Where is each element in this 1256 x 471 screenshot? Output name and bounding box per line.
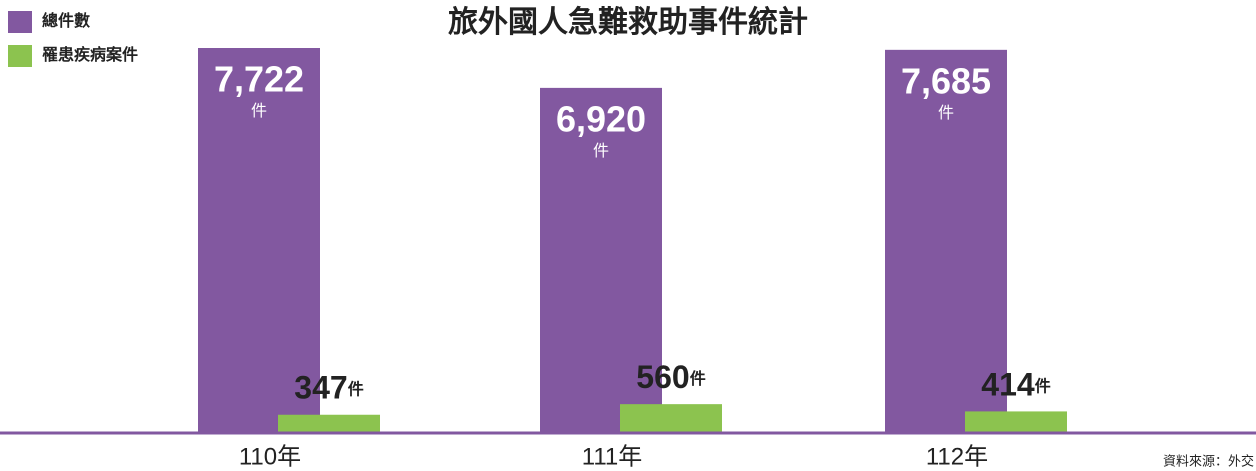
- legend-label: 罹患疾病案件: [42, 45, 138, 64]
- value-number: 414: [981, 367, 1035, 403]
- chart: 旅外國人急難救助事件統計 資料來源：外交 總件數罹患疾病案件 110年 7,722 件…: [0, 0, 1256, 471]
- chart-title: 旅外國人急難救助事件統計: [448, 5, 808, 39]
- page: 旅外國人急難救助事件統計 資料來源：外交 總件數罹患疾病案件 110年 7,722 件…: [0, 0, 1256, 471]
- value-label: 347件: [294, 370, 363, 406]
- value-unit: 件: [348, 380, 364, 399]
- legend-swatch: [8, 45, 32, 67]
- value-label: 7,685: [901, 60, 991, 101]
- bar: [278, 415, 380, 432]
- bar: [620, 404, 722, 432]
- value-number: 560: [636, 360, 689, 396]
- legend-label: 總件數: [42, 11, 90, 30]
- value-label: 6,920: [556, 98, 646, 139]
- x-tick-label: 112年: [926, 443, 988, 470]
- value-unit: 件: [690, 369, 706, 388]
- legend-swatch: [8, 11, 32, 33]
- x-tick-label: 110年: [239, 443, 301, 470]
- value-label: 7,722: [214, 59, 304, 100]
- value-unit: 件: [593, 142, 609, 160]
- value-unit: 件: [251, 102, 267, 120]
- value-unit: 件: [1035, 377, 1051, 396]
- x-tick-label: 111年: [582, 443, 642, 470]
- value-unit: 件: [938, 104, 954, 122]
- value-label: 414件: [981, 367, 1050, 403]
- value-label: 560件: [636, 360, 705, 396]
- value-number: 347: [294, 370, 347, 406]
- source: 資料來源：外交: [1163, 453, 1254, 468]
- bar: [965, 411, 1067, 432]
